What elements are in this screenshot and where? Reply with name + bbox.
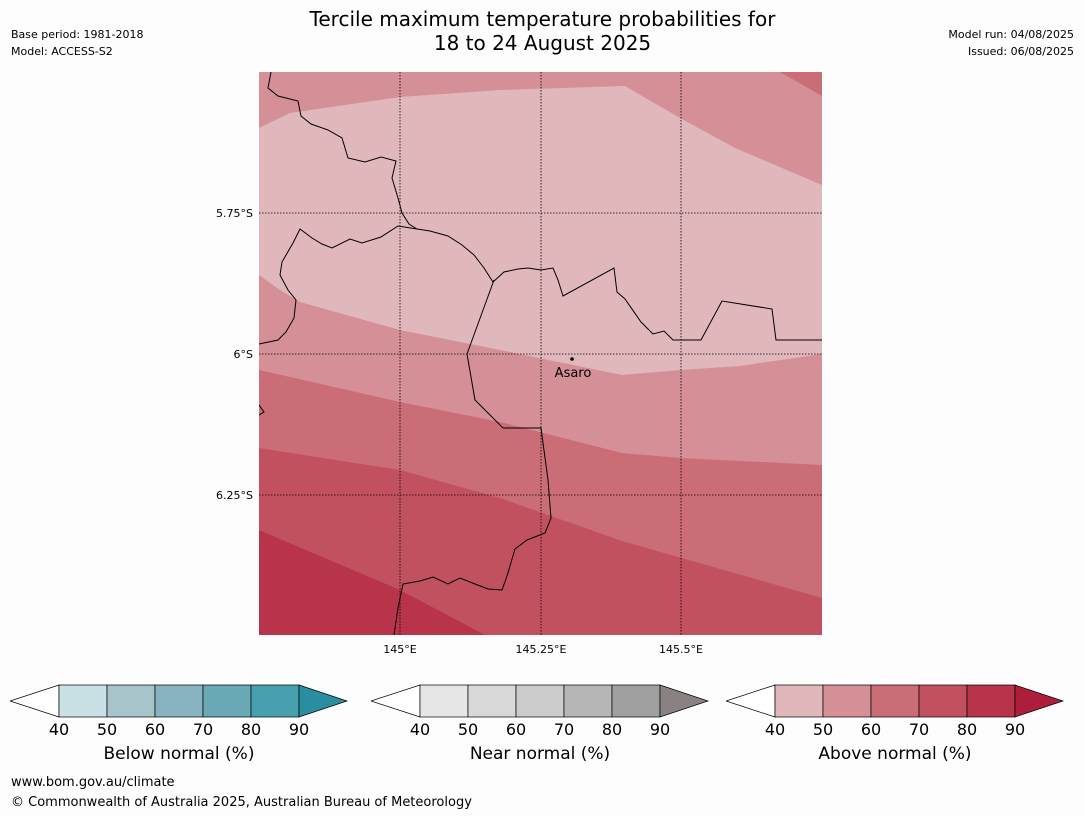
colorbar-tick: 70: [192, 720, 214, 739]
colorbar-label-below: Below normal (%): [103, 744, 255, 764]
colorbar-swatch: [966, 684, 1016, 718]
colorbar-tick: 60: [144, 720, 166, 739]
colorbar-tick: 60: [505, 720, 527, 739]
lon-label: 145.5°E: [659, 643, 703, 656]
lat-labels: 5.75°S 6°S 6.25°S: [216, 207, 253, 502]
probability-map: Asaro 5.75°S 6°S 6.25°S 145°E 145.25°E 1…: [216, 72, 822, 656]
colorbar-tick: 90: [288, 720, 310, 739]
title-line-1: Tercile maximum temperature probabilitie…: [309, 7, 776, 31]
colorbar-tick: 50: [812, 720, 834, 739]
colorbar-swatch: [154, 684, 204, 718]
colorbar-above: [726, 684, 1065, 718]
colorbar-swatch: [822, 684, 872, 718]
lon-label: 145.25°E: [516, 643, 567, 656]
lon-label: 145°E: [383, 643, 416, 656]
colorbar-swatch: [419, 684, 469, 718]
colorbar-swatch: [870, 684, 920, 718]
issued-date: Issued: 06/08/2025: [967, 45, 1074, 58]
lon-labels: 145°E 145.25°E 145.5°E: [383, 643, 703, 656]
lat-label: 6°S: [234, 348, 253, 361]
province-boundary-south: [393, 279, 552, 635]
colorbar-label-near: Near normal (%): [469, 744, 611, 764]
colorbar-swatch: [611, 684, 661, 718]
colorbar-tick: 40: [764, 720, 786, 739]
probability-shading: [259, 72, 822, 635]
colorbar-label-above: Above normal (%): [818, 744, 972, 764]
graticule: [259, 72, 822, 635]
colorbar-tick: 90: [649, 720, 671, 739]
province-boundary-west: [259, 72, 418, 345]
colorbar-tick: 60: [860, 720, 882, 739]
model-name: Model: ACCESS-S2: [11, 45, 113, 58]
model-run: Model run: 04/08/2025: [948, 28, 1074, 41]
colorbar-swatch: [515, 684, 565, 718]
colorbar-swatch: [10, 684, 60, 718]
town-label: Asaro: [555, 366, 592, 381]
colorbar-tick: 90: [1004, 720, 1026, 739]
colorbar-swatch: [659, 684, 710, 718]
meta-right: Model run: 04/08/2025 Issued: 06/08/2025: [948, 26, 1074, 60]
colorbar-tick: 50: [457, 720, 479, 739]
lat-label: 6.25°S: [216, 489, 253, 502]
colorbar-swatch: [58, 684, 108, 718]
colorbar-swatch: [774, 684, 824, 718]
colorbar-swatch: [371, 684, 421, 718]
colorbar-near: [371, 684, 710, 718]
colorbar-tick: 50: [96, 720, 118, 739]
province-boundary-edge: [259, 404, 265, 416]
colorbar-swatch: [202, 684, 252, 718]
borders: [259, 72, 822, 635]
footer-url[interactable]: www.bom.gov.au/climate: [11, 775, 175, 790]
colorbar-tick: 70: [908, 720, 930, 739]
colorbar-swatch: [106, 684, 156, 718]
colorbar-swatch: [918, 684, 968, 718]
footer-copyright: © Commonwealth of Australia 2025, Austra…: [11, 795, 472, 810]
colorbar-swatch: [563, 684, 613, 718]
lat-label: 5.75°S: [216, 207, 253, 220]
colorbar-swatch: [1014, 684, 1065, 718]
zone-40-50: [259, 86, 822, 375]
colorbar-tick: 40: [48, 720, 70, 739]
colorbar-tick: 80: [240, 720, 262, 739]
zone-60-70-corner: [780, 72, 822, 96]
colorbar-swatch: [726, 684, 776, 718]
colorbar-tick: 80: [956, 720, 978, 739]
province-boundary-central: [416, 228, 822, 341]
colorbar-tick: 80: [601, 720, 623, 739]
colorbar-below: [10, 684, 349, 718]
town-marker: [570, 357, 574, 361]
colorbar-swatch: [298, 684, 349, 718]
colorbar-tick: 40: [409, 720, 431, 739]
page-title: Tercile maximum temperature probabilitie…: [0, 7, 1085, 55]
title-line-2: 18 to 24 August 2025: [433, 31, 652, 55]
colorbar-tick: 70: [553, 720, 575, 739]
colorbar-swatch: [250, 684, 300, 718]
colorbar-swatch: [467, 684, 517, 718]
meta-left: Base period: 1981-2018 Model: ACCESS-S2: [11, 26, 143, 60]
base-period: Base period: 1981-2018: [11, 28, 144, 41]
